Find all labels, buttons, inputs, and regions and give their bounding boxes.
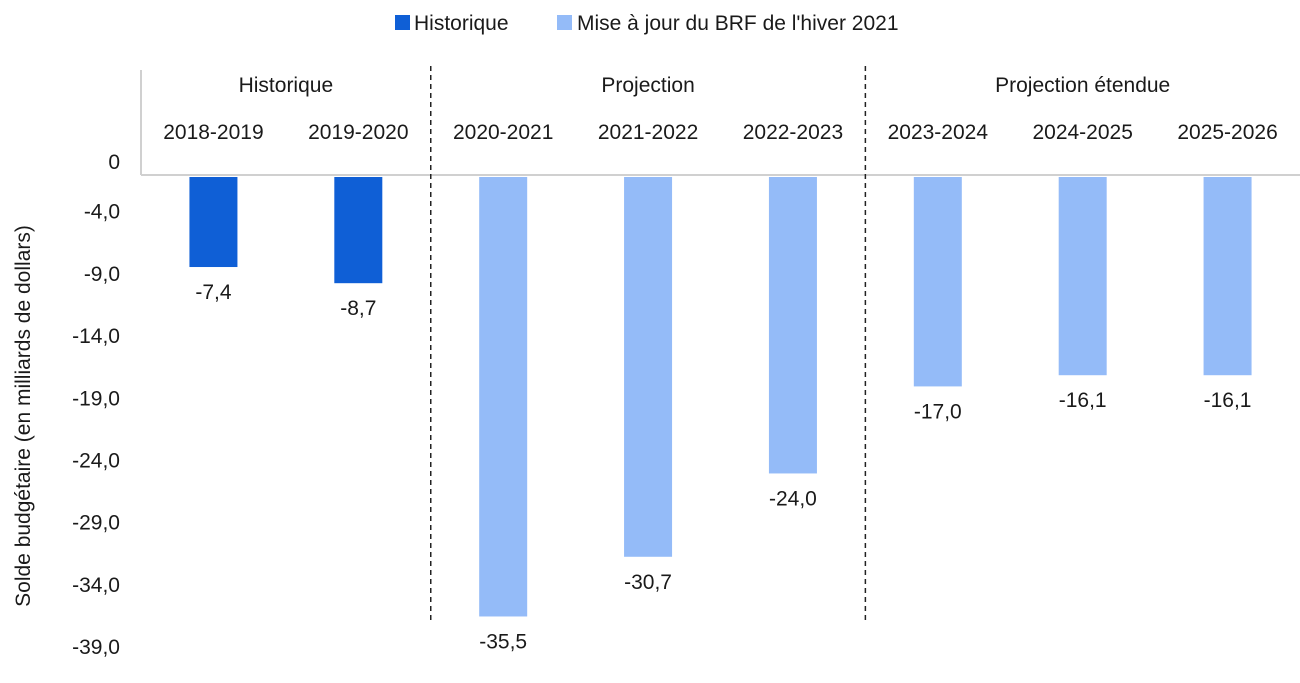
bar [624,177,673,557]
y-axis: 0 -4,0 -9,0 -14,0 -19,0 -24,0 -29,0 -34,0 -39,0 [72,151,120,659]
bar [1203,177,1252,376]
group-headers: Historique Projection Projection étendue [239,74,1171,97]
y-tick-label: 0 [108,151,120,174]
y-tick-label: -34,0 [72,574,120,597]
x-category-label: 2021-2022 [598,121,698,144]
y-tick-label: -9,0 [84,263,120,286]
data-label: -35,5 [479,630,527,653]
bar [1058,177,1107,376]
legend-label-0: Historique [414,12,509,35]
legend-swatch-1 [557,15,572,30]
x-category-label: 2024-2025 [1032,121,1132,144]
x-category-label: 2023-2024 [888,121,989,144]
data-label: -7,4 [195,281,232,304]
x-axis-categories: 2018-2019 2019-2020 2020-2021 2021-2022 2022… [163,121,1278,144]
bars [189,177,1252,617]
data-label: -16,1 [1059,389,1107,412]
bar [768,177,817,474]
plot-frame [140,66,1300,622]
data-label: -8,7 [340,297,376,320]
y-tick-label: -29,0 [72,512,120,535]
group-header: Projection étendue [995,74,1170,97]
legend-swatch-0 [395,15,410,30]
y-axis-title: Solde budgétaire (en milliards de dollar… [12,225,35,607]
group-header: Historique [239,74,334,97]
y-tick-label: -14,0 [72,325,120,348]
bar [334,177,383,284]
x-category-label: 2018-2019 [163,121,263,144]
data-label: -17,0 [914,400,962,423]
x-category-label: 2022-2023 [743,121,843,144]
data-labels: -7,4 -8,7 -35,5 -30,7 -24,0 -17,0 -16,1 -16,1 [195,281,1251,653]
y-tick-label: -4,0 [84,201,120,224]
y-tick-label: -19,0 [72,387,120,410]
x-category-label: 2025-2026 [1177,121,1277,144]
x-category-label: 2019-2020 [308,121,408,144]
bar [479,177,528,617]
data-label: -24,0 [769,487,817,510]
bar [189,177,238,268]
group-header: Projection [601,74,694,97]
x-category-label: 2020-2021 [453,121,553,144]
legend: Historique Mise à jour du BRF de l'hiver … [395,12,899,35]
y-tick-label: -24,0 [72,449,120,472]
data-label: -30,7 [624,571,672,594]
data-label: -16,1 [1204,389,1252,412]
legend-label-1: Mise à jour du BRF de l'hiver 2021 [577,12,899,35]
y-tick-label: -39,0 [72,636,120,659]
bar [913,177,962,387]
